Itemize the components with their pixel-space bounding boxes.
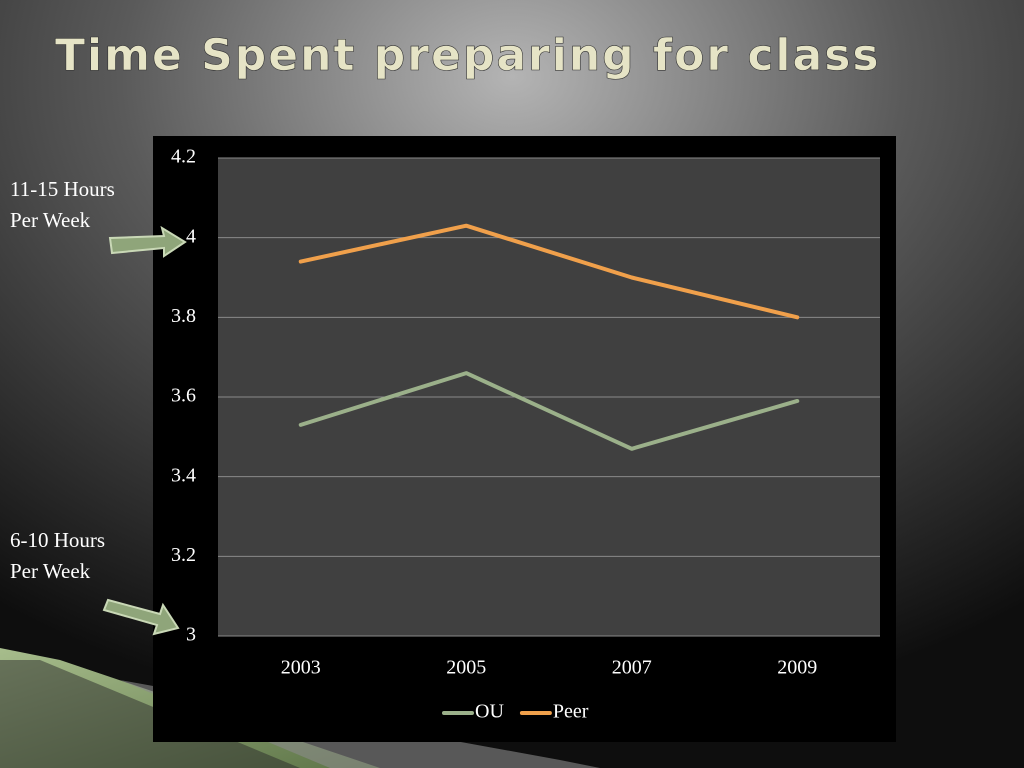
x-tick-label: 2005 — [446, 657, 486, 679]
y-tick-label: 4.2 — [171, 146, 196, 168]
arrow — [108, 225, 187, 258]
annotation: 6-10 Hours — [10, 528, 105, 552]
chart: 3 3.2 3.4 3.6 3.8 4 4.2 2003 2005 2007 2009 OU Peer — [171, 146, 880, 723]
y-tick-label: 3.4 — [171, 464, 196, 486]
arrow — [102, 598, 180, 636]
x-tick-label: 2003 — [281, 657, 321, 679]
series-line — [298, 371, 800, 451]
legend-label: OU — [475, 701, 504, 723]
y-tick-label: 3 — [186, 624, 196, 646]
y-tick-label: 3.8 — [171, 305, 196, 327]
annotation: Per Week — [10, 559, 91, 583]
legend-label: Peer — [553, 701, 589, 723]
y-tick-label: 3.2 — [171, 544, 196, 566]
annotation: Per Week — [10, 208, 91, 232]
y-tick-label: 3.6 — [171, 385, 196, 407]
slide-title: Time Spent preparing for class — [55, 30, 881, 81]
y-tick-label: 4 — [186, 225, 196, 247]
x-tick-label: 2009 — [777, 657, 817, 679]
x-tick-label: 2007 — [612, 657, 652, 679]
annotation: 11-15 Hours — [10, 177, 115, 201]
series-line — [298, 223, 800, 320]
